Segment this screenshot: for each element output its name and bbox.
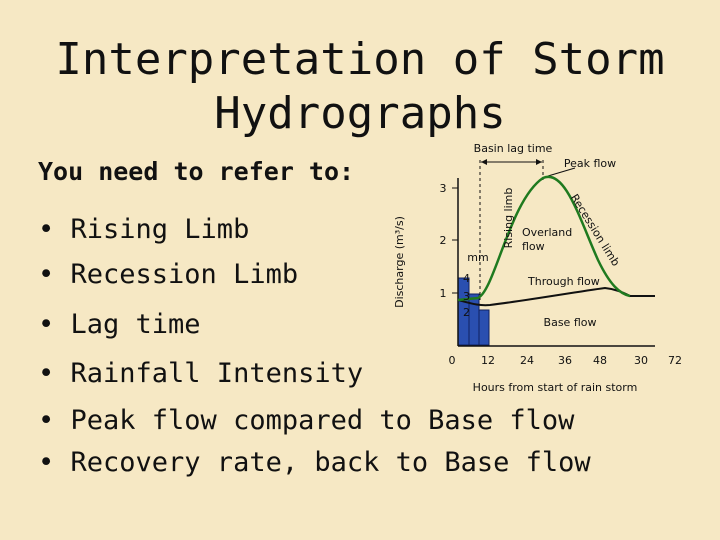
y-tick-label: 1 <box>440 287 447 300</box>
bullet: • Peak flow compared to Base flow <box>38 405 575 436</box>
x-axis-label: Hours from start of rain storm <box>473 381 638 394</box>
rain-label: 2 <box>463 306 470 319</box>
base-label: Base flow <box>544 316 597 329</box>
x-tick-label: 48 <box>593 354 607 367</box>
bullet: • Lag time <box>38 309 201 340</box>
peak-pointer <box>547 167 576 177</box>
bullet: • Rising Limb <box>38 214 249 245</box>
overland-label: flow <box>522 240 545 253</box>
title-line: Interpretation of Storm <box>55 34 664 85</box>
lag-label: Basin lag time <box>474 142 553 155</box>
x-tick-label: 24 <box>520 354 534 367</box>
bullet: • Recession Limb <box>38 259 298 290</box>
x-tick-label: 12 <box>481 354 495 367</box>
x-tick-label: 0 <box>449 354 456 367</box>
through-label: Through flow <box>527 275 600 288</box>
overland-label: Overland <box>522 226 572 239</box>
peak-label: Peak flow <box>564 157 616 170</box>
y-tick-label: 2 <box>440 234 447 247</box>
rain-unit: mm <box>467 251 488 264</box>
y-axis-label: Discharge (m³/s) <box>393 216 406 308</box>
rain-label: 4 <box>463 272 470 285</box>
hydrograph-curve <box>457 175 631 302</box>
intro: You need to refer to: <box>38 157 354 186</box>
rising-label: Rising limb <box>502 188 515 249</box>
rain-bar <box>468 293 480 346</box>
bullet: • Recovery rate, back to Base flow <box>38 447 591 478</box>
rain-label: 3 <box>463 290 470 303</box>
x-tick-label: 72 <box>668 354 682 367</box>
title-line: Hydrographs <box>214 88 505 139</box>
x-tick-label: 30 <box>634 354 648 367</box>
x-tick-label: 36 <box>558 354 572 367</box>
rain-bar <box>478 309 490 346</box>
y-tick-label: 3 <box>440 182 447 195</box>
bullet: • Rainfall Intensity <box>38 358 363 389</box>
